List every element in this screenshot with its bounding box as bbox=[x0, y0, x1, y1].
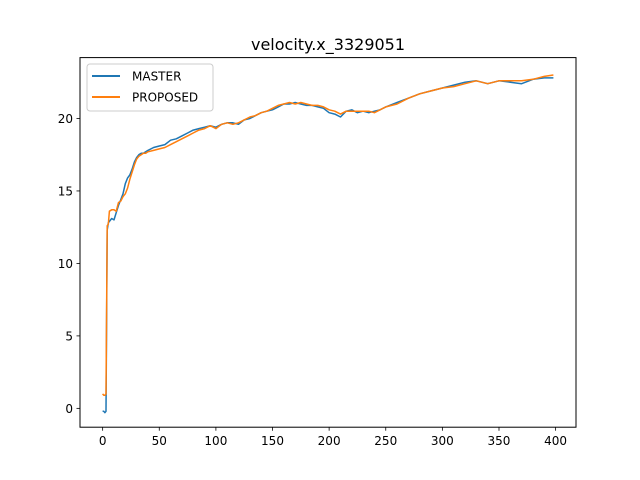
x-tick-label: 100 bbox=[204, 434, 227, 448]
y-axis: 0 5 10 15 20 bbox=[58, 112, 80, 416]
series-line-master bbox=[102, 77, 554, 414]
y-tick-label: 10 bbox=[58, 257, 73, 271]
y-tick-label: 5 bbox=[65, 329, 73, 343]
x-tick-label: 400 bbox=[544, 434, 567, 448]
x-axis: 0 50 100 150 200 250 300 350 400 bbox=[99, 427, 567, 448]
y-tick-label: 15 bbox=[58, 184, 73, 198]
x-tick-label: 300 bbox=[431, 434, 454, 448]
series-line-proposed bbox=[102, 74, 554, 397]
chart-title: velocity.x_3329051 bbox=[251, 35, 405, 55]
legend-label-proposed: PROPOSED bbox=[132, 91, 198, 105]
x-tick-label: 350 bbox=[488, 434, 511, 448]
y-tick-label: 0 bbox=[65, 402, 73, 416]
plot-area bbox=[102, 74, 554, 414]
x-tick-label: 0 bbox=[99, 434, 107, 448]
legend-label-master: MASTER bbox=[132, 70, 181, 84]
x-tick-label: 200 bbox=[318, 434, 341, 448]
legend: MASTER PROPOSED bbox=[86, 63, 214, 112]
x-tick-label: 50 bbox=[152, 434, 167, 448]
x-tick-label: 150 bbox=[261, 434, 284, 448]
plot-frame bbox=[79, 57, 577, 428]
y-tick-label: 20 bbox=[58, 112, 73, 126]
x-tick-label: 250 bbox=[374, 434, 397, 448]
